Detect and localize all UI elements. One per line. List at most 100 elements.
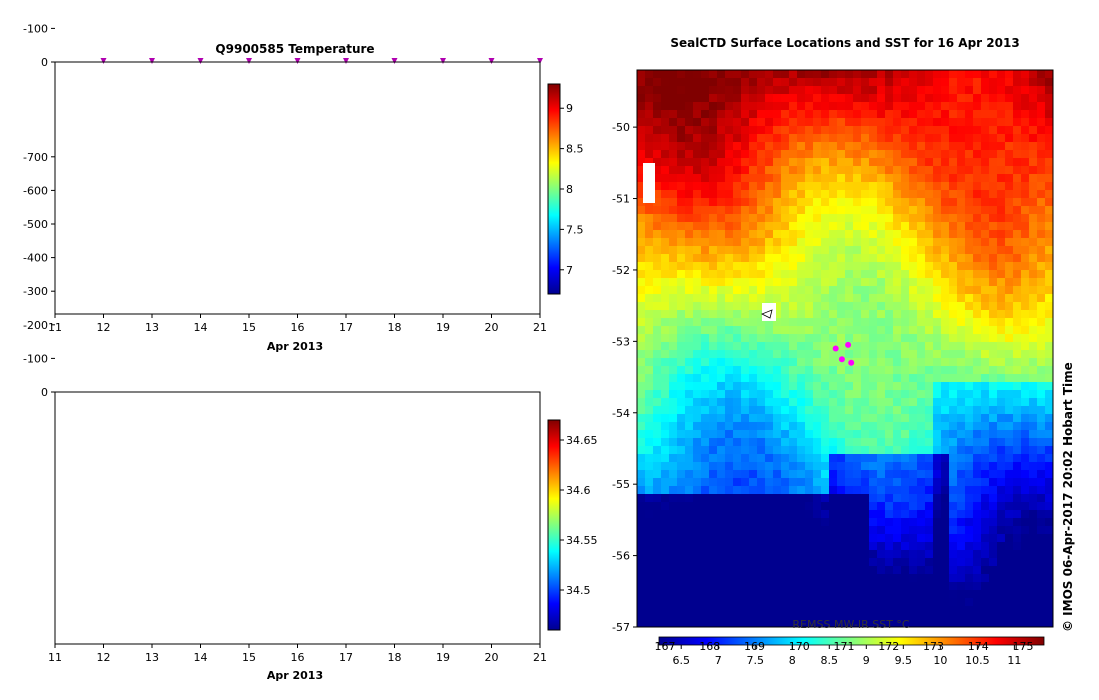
sst-cell xyxy=(1037,502,1045,510)
sst-cell xyxy=(957,390,965,398)
sst-cell xyxy=(717,454,725,462)
sst-cell xyxy=(869,486,877,494)
sst-cell xyxy=(701,486,709,494)
sst-cell xyxy=(1045,214,1053,222)
sst-cell xyxy=(949,318,957,326)
sst-cell xyxy=(869,462,877,470)
sst-cell xyxy=(741,558,749,566)
sst-cell xyxy=(805,542,813,550)
sst-cell xyxy=(661,270,669,278)
sst-cell xyxy=(941,478,949,486)
sst-cell xyxy=(877,238,885,246)
sst-cell xyxy=(685,614,693,622)
sst-cell xyxy=(765,318,773,326)
sst-cell xyxy=(973,614,981,622)
sst-cell xyxy=(821,510,829,518)
sst-cell xyxy=(685,414,693,422)
sst-cell xyxy=(693,94,701,102)
sst-cell xyxy=(741,590,749,598)
sst-cell xyxy=(717,398,725,406)
sst-cell xyxy=(645,318,653,326)
sst-cell xyxy=(709,438,717,446)
sst-cell xyxy=(837,390,845,398)
sst-cell xyxy=(813,182,821,190)
sst-cell xyxy=(709,182,717,190)
sst-cell xyxy=(861,278,869,286)
sst-cell xyxy=(869,206,877,214)
sst-cell xyxy=(957,478,965,486)
sst-cell xyxy=(965,550,973,558)
sst-cell xyxy=(725,174,733,182)
sst-cell xyxy=(933,502,941,510)
sst-cell xyxy=(829,534,837,542)
sst-cell xyxy=(1037,126,1045,134)
sst-cell xyxy=(1013,422,1021,430)
sst-cell xyxy=(885,78,893,86)
sst-cell xyxy=(869,366,877,374)
sst-cell xyxy=(941,462,949,470)
sst-cell xyxy=(965,262,973,270)
sst-cell xyxy=(805,158,813,166)
sst-cell xyxy=(1037,366,1045,374)
sst-cell xyxy=(901,406,909,414)
sst-cell xyxy=(709,606,717,614)
sst-cell xyxy=(925,542,933,550)
sst-cell xyxy=(757,358,765,366)
sst-cell xyxy=(925,358,933,366)
sst-cell xyxy=(861,558,869,566)
sst-cell xyxy=(997,510,1005,518)
sst-cell xyxy=(885,190,893,198)
sst-cell xyxy=(661,94,669,102)
sst-cell xyxy=(989,358,997,366)
sst-cell xyxy=(957,414,965,422)
sst-cell xyxy=(845,390,853,398)
sst-cell xyxy=(789,398,797,406)
sst-cell xyxy=(885,254,893,262)
sst-cell xyxy=(701,478,709,486)
sst-cell xyxy=(765,238,773,246)
sst-cell xyxy=(941,342,949,350)
sst-cell xyxy=(1005,446,1013,454)
sst-cell xyxy=(725,342,733,350)
sst-cell xyxy=(973,430,981,438)
sst-cell xyxy=(1029,110,1037,118)
sst-cell xyxy=(861,598,869,606)
sst-cell xyxy=(757,606,765,614)
sst-cell xyxy=(1005,574,1013,582)
sst-cell xyxy=(701,374,709,382)
sst-cell xyxy=(901,534,909,542)
sst-cell xyxy=(821,166,829,174)
sst-cell xyxy=(989,398,997,406)
sst-cell xyxy=(781,470,789,478)
sst-cell xyxy=(701,446,709,454)
sst-cell xyxy=(717,254,725,262)
sst-cell xyxy=(1029,478,1037,486)
sst-cell xyxy=(701,566,709,574)
sst-cell xyxy=(677,438,685,446)
sst-cell xyxy=(949,102,957,110)
sst-cell xyxy=(709,254,717,262)
sst-cell xyxy=(1005,294,1013,302)
sst-cell xyxy=(805,318,813,326)
sst-cell xyxy=(949,366,957,374)
sst-cell xyxy=(757,526,765,534)
sst-cell xyxy=(917,214,925,222)
sst-cell xyxy=(685,390,693,398)
sst-cell xyxy=(821,534,829,542)
sst-cell xyxy=(765,478,773,486)
sst-cell xyxy=(861,542,869,550)
sst-cell xyxy=(837,110,845,118)
sst-cell xyxy=(693,86,701,94)
sst-cell xyxy=(925,150,933,158)
sst-cell xyxy=(837,166,845,174)
sst-cell xyxy=(861,302,869,310)
sst-cell xyxy=(925,126,933,134)
sst-cell xyxy=(813,262,821,270)
sst-cell xyxy=(909,326,917,334)
sst-cell xyxy=(757,614,765,622)
sst-cell xyxy=(1013,142,1021,150)
sst-cell xyxy=(749,198,757,206)
sst-cell xyxy=(669,302,677,310)
sst-cell xyxy=(653,222,661,230)
sst-cell xyxy=(765,134,773,142)
